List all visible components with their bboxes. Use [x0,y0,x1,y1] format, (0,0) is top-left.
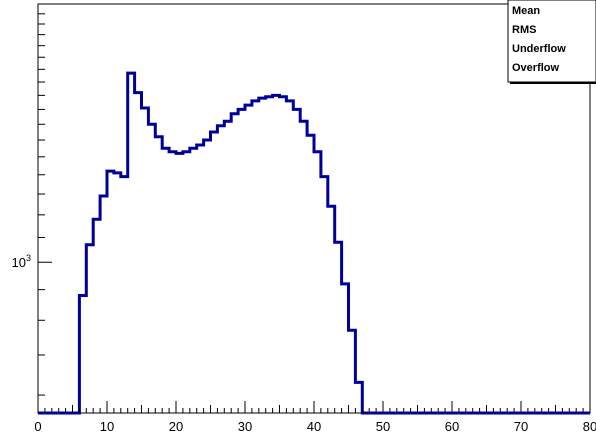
stats-label-rms: RMS [512,24,536,36]
x-tick-label: 50 [376,419,390,434]
stats-label-overflow: Overflow [512,62,560,74]
x-tick-label: 40 [307,419,321,434]
x-tick-label: 20 [169,419,183,434]
x-tick-label: 80 [583,419,596,434]
x-axis: 0 10 20 30 40 50 60 70 80 [34,401,596,434]
x-tick-label: 10 [100,419,114,434]
y-axis: 103 [12,3,52,396]
stats-label-mean: Mean [512,5,540,17]
histogram-line [38,71,590,415]
y-tick-label: 103 [12,253,31,270]
x-tick-label: 0 [34,419,41,434]
stats-box: Mean RMS Underflow Overflow [507,0,596,84]
x-tick-label: 70 [514,419,528,434]
stats-box-frame [507,0,596,83]
x-tick-label: 60 [445,419,459,434]
x-tick-label: 30 [238,419,252,434]
stats-label-underflow: Underflow [512,43,566,55]
